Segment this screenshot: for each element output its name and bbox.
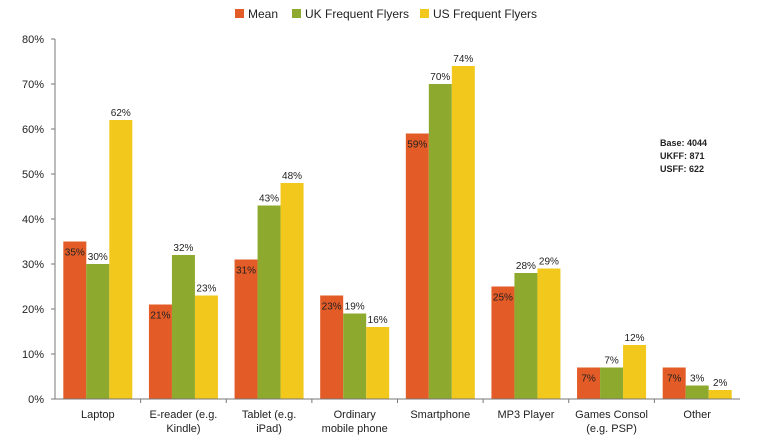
category-label-3: Ordinary (334, 409, 377, 421)
data-label-2-6: 12% (625, 333, 645, 344)
bar-0-5 (491, 286, 515, 399)
category-label-0: Laptop (81, 409, 115, 421)
x-axis: Laptop E-reader (e.g. Kindle) Tablet (e.g. i… (55, 398, 740, 435)
data-label-1-3: 19% (345, 302, 365, 313)
category-label-1: E-reader (e.g. (150, 409, 218, 421)
bar-0-0 (63, 241, 87, 399)
data-label-2-1: 23% (196, 284, 216, 295)
data-labels: 35% 30%62%21%32%23%31%43%48%23% 19%16%59%7… (65, 54, 728, 389)
category-label-5: MP3 Player (498, 409, 555, 421)
y-tick-label: 70% (22, 79, 44, 91)
y-tick-label: 60% (22, 124, 44, 136)
data-label-0-2: 31% (236, 266, 256, 277)
bars (63, 66, 732, 399)
y-tick-label: 0% (28, 394, 44, 406)
category-label-6: Games Consol (575, 409, 648, 421)
bar-1-7 (685, 385, 709, 399)
legend-label-2: US Frequent Flyers (433, 7, 537, 21)
data-label-1-7: 3% (690, 374, 705, 385)
bar-2-5 (537, 268, 561, 399)
category-label-2: Tablet (e.g. (242, 409, 296, 421)
legend-label-0: Mean (248, 7, 278, 21)
data-label-1-4: 70% (430, 72, 450, 83)
bar-0-4 (405, 133, 429, 399)
bar-0-2 (234, 259, 258, 399)
category-label-4: Smartphone (410, 409, 470, 421)
bar-0-1 (148, 304, 172, 399)
y-tick-label: 40% (22, 214, 44, 226)
y-tick-label: 20% (22, 304, 44, 316)
bar-1-1 (171, 255, 195, 399)
data-label-0-7: 7% (667, 374, 682, 385)
bar-0-6 (577, 367, 601, 399)
y-tick-label: 10% (22, 349, 44, 361)
data-label-0-4: 59% (407, 140, 427, 151)
data-label-0-1: 21% (150, 311, 170, 322)
bar-2-1 (194, 295, 218, 399)
annotation-line: Base: 4044 (660, 138, 707, 148)
category-label-2: iPad) (256, 423, 282, 435)
y-tick-label: 50% (22, 169, 44, 181)
bar-2-7 (708, 390, 732, 399)
category-label-1: Kindle) (166, 423, 200, 435)
bar-2-0 (109, 120, 133, 399)
category-label-6: (e.g. PSP) (586, 423, 637, 435)
bar-2-3 (366, 327, 390, 399)
y-tick-label: 30% (22, 259, 44, 271)
legend-swatch-1 (292, 9, 301, 18)
data-label-0-3: 23% (322, 302, 342, 313)
data-label-2-7: 2% (713, 378, 728, 389)
bar-0-7 (662, 367, 686, 399)
bar-1-5 (514, 273, 538, 399)
bar-1-6 (600, 367, 624, 399)
bar-1-3 (343, 313, 367, 399)
data-label-1-6: 7% (604, 356, 619, 367)
category-label-7: Other (683, 409, 711, 421)
data-label-2-5: 29% (539, 257, 559, 268)
y-axis: 0% 10% 20% 30% 40% 50% 60% 70% 80% (22, 34, 56, 406)
bar-1-2 (257, 205, 281, 399)
annotation-line: UKFF: 871 (660, 151, 705, 161)
data-label-1-5: 28% (516, 261, 536, 272)
legend: Mean UK Frequent Flyers US Frequent Flyers (235, 7, 537, 21)
data-label-2-2: 48% (282, 171, 302, 182)
annotation-line: USFF: 622 (660, 164, 704, 174)
bar-2-6 (623, 345, 647, 399)
legend-label-1: UK Frequent Flyers (305, 7, 409, 21)
base-annotation: Base: 4044 UKFF: 871 USFF: 622 (660, 138, 707, 174)
bar-2-2 (280, 183, 304, 399)
category-label-3: mobile phone (322, 423, 388, 435)
data-label-1-1: 32% (173, 243, 193, 254)
bar-2-4 (451, 66, 475, 399)
data-label-2-0: 62% (111, 108, 131, 119)
data-label-0-5: 25% (493, 293, 513, 304)
legend-swatch-0 (235, 9, 244, 18)
bar-1-4 (428, 84, 452, 399)
data-label-2-4: 74% (453, 54, 473, 65)
legend-swatch-2 (420, 9, 429, 18)
data-label-1-2: 43% (259, 194, 279, 205)
data-label-2-3: 16% (368, 315, 388, 326)
data-label-1-0: 30% (88, 252, 108, 263)
y-tick-label: 80% (22, 34, 44, 46)
data-label-0-6: 7% (581, 374, 596, 385)
bar-0-3 (320, 295, 344, 399)
bar-1-0 (86, 264, 110, 399)
data-label-0-0: 35% (65, 248, 85, 259)
